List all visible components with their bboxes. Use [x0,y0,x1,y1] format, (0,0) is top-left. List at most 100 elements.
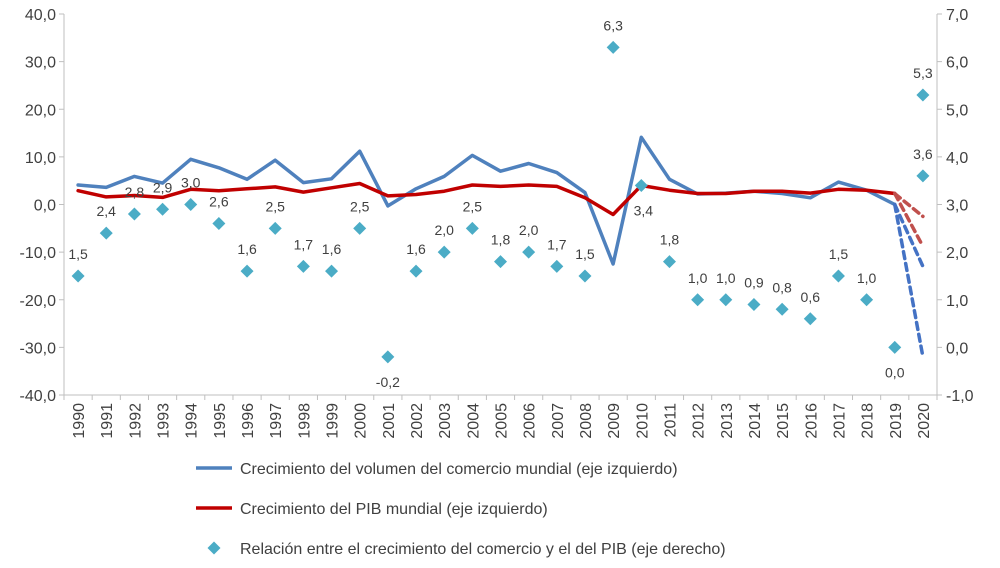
right-tick-label: 7,0 [946,7,968,24]
data-label: 1,8 [660,232,680,248]
data-label: 1,6 [322,241,342,257]
data-label: 1,8 [491,232,511,248]
right-tick-label: 5,0 [946,102,968,119]
right-tick-label: 3,0 [946,198,968,215]
x-tick-label: 1995 [212,403,229,439]
right-tick-label: 1,0 [946,293,968,310]
data-label: 0,8 [772,279,792,295]
x-tick-label: 2006 [522,403,539,439]
ratio-point [325,264,339,278]
x-tick-label: 2018 [860,403,877,439]
ratio-point [916,169,930,183]
x-tick-label: 1992 [127,403,144,439]
right-tick-label: 2,0 [946,245,968,262]
data-label: 1,0 [716,270,736,286]
data-label: 1,0 [688,270,708,286]
data-label: 6,3 [603,17,623,33]
legend-label-1: Crecimiento del volumen del comercio mun… [240,461,678,478]
data-label: 1,7 [294,236,314,252]
x-tick-label: 1990 [71,403,88,439]
ratio-point [662,255,676,269]
data-label: 3,4 [634,202,654,218]
x-tick-label: 2019 [888,403,905,439]
x-tick-label: 1999 [325,403,342,439]
x-tick-label: 2000 [353,403,370,439]
ratio-point [184,198,198,211]
x-tick-label: 2015 [775,403,792,439]
ratio-point [775,302,789,316]
ratio-point [381,350,395,364]
x-tick-label: 2017 [831,403,848,439]
x-tick-label: 1996 [240,403,257,439]
data-label: 2,5 [463,198,483,214]
data-label: 2,0 [519,222,539,238]
ratio-point [127,207,141,221]
data-label: 1,6 [406,241,426,257]
ratio-point [691,293,705,307]
x-tick-label: 2001 [381,403,398,439]
data-label: 2,5 [265,198,285,214]
ratio-point [71,269,85,283]
axes [59,13,942,400]
data-label: 5,3 [913,65,933,81]
series-line-2 [76,181,897,217]
x-tick-label: 2012 [691,403,708,439]
left-tick-label: 20,0 [25,102,56,119]
projection-pessimistic-1 [893,202,925,359]
data-label: 1,5 [829,246,849,262]
ratio-point [353,221,367,235]
right-tick-label: 0,0 [946,340,968,357]
data-label: 2,6 [209,194,229,210]
x-tick-label: 2011 [662,403,679,438]
ratio-point [831,269,845,283]
ratio-point [156,202,170,216]
left-tick-label: -20,0 [20,293,57,310]
left-tick-label: 40,0 [25,7,56,24]
left-tick-label: -30,0 [20,340,57,357]
ratio-point [409,264,423,278]
data-label: 2,0 [434,222,454,238]
ratio-point [437,245,451,259]
right-tick-label: -1,0 [946,388,974,405]
ratio-point [240,264,254,278]
ratio-point [268,221,282,235]
data-label: 1,0 [857,270,877,286]
legend-label-2: Crecimiento del PIB mundial (eje izquier… [240,501,548,518]
ratio-point [578,269,592,283]
data-label: -0,2 [376,374,400,390]
data-label: 3,6 [913,146,933,162]
projection-optimistic-1 [893,202,925,269]
ratio-point [916,88,930,102]
ratio-point [888,340,902,354]
left-tick-label: -10,0 [20,245,57,262]
x-tick-label: 2003 [437,403,454,439]
right-tick-label: 6,0 [946,55,968,72]
ratio-point [803,312,817,326]
x-tick-label: 2014 [747,403,764,439]
data-label: 0,6 [801,289,821,305]
left-tick-label: -40,0 [20,388,57,405]
x-tick-label: 1991 [99,403,116,439]
x-tick-label: 2010 [634,403,651,439]
data-label: 3,0 [181,175,201,191]
scatter-points [71,40,930,364]
data-label: 0,0 [885,364,905,380]
x-tick-label: 2005 [494,403,511,439]
projection-optimistic-2 [893,191,925,219]
tick-labels: -40,0 -30,0 -20,0 -10,0 0,0 10,0 20,0 30,0 40,0 -… [20,7,974,439]
data-label: 1,5 [575,246,595,262]
x-tick-label: 2008 [578,403,595,439]
data-labels: 1,5 2,4 2,8 2,9 3,0 2,6 1,6 2,5 1,7 1,6 2,5 -0,2 1,6… [68,17,933,390]
x-tick-label: 2007 [550,403,567,439]
ratio-point [550,259,564,273]
x-tick-label: 2016 [803,403,820,439]
ratio-point [634,178,648,192]
left-tick-label: 0,0 [34,198,56,215]
data-label: 2,4 [97,203,117,219]
x-tick-label: 2009 [606,403,623,439]
ratio-point [212,217,226,231]
x-tick-label: 1993 [156,403,173,439]
ratio-point [606,40,620,54]
ratio-point [860,293,874,307]
